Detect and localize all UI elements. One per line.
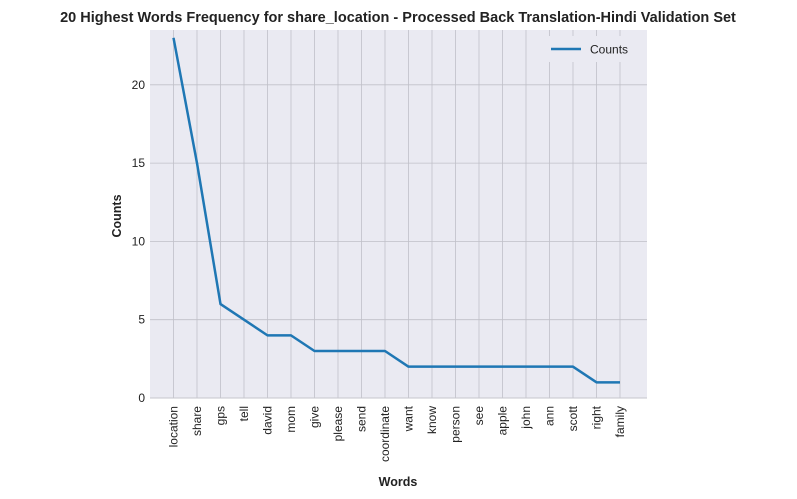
tick-labels: location share gps tell david mom give please se… — [132, 78, 627, 462]
y-tick-label: 0 — [138, 391, 145, 405]
x-tick-label: know — [425, 406, 439, 434]
x-tick-label: person — [449, 406, 463, 443]
x-tick-label: coordinate — [378, 406, 392, 462]
x-tick-label: want — [402, 405, 416, 432]
y-tick-label: 10 — [132, 234, 146, 248]
series-layer — [172, 37, 620, 384]
x-tick-label: send — [355, 406, 369, 432]
x-tick-label: right — [590, 405, 604, 429]
x-tick-label: mom — [284, 406, 298, 433]
x-tick-label: apple — [496, 406, 510, 436]
x-tick-label: location — [167, 406, 181, 447]
x-tick-label: tell — [237, 406, 251, 421]
x-tick-label: ann — [543, 406, 557, 426]
x-tick-label: scott — [566, 405, 580, 431]
y-tick-label: 20 — [132, 78, 146, 92]
x-tick-label: gps — [214, 406, 228, 425]
plot-area — [150, 30, 647, 398]
y-axis-label: Counts — [110, 194, 124, 237]
series-line-counts — [172, 37, 620, 384]
y-tick-label: 5 — [138, 313, 145, 327]
x-tick-label: share — [190, 406, 204, 436]
chart-title: 20 Highest Words Frequency for share_loc… — [60, 10, 736, 26]
x-tick-label: john — [519, 406, 533, 430]
y-tick-label: 15 — [132, 156, 146, 170]
x-tick-label: please — [331, 406, 345, 442]
x-axis-label: Words — [379, 475, 418, 489]
x-tick-label: david — [261, 406, 275, 435]
grid-lines — [150, 30, 647, 398]
legend: Counts — [542, 36, 640, 62]
x-tick-label: see — [472, 406, 486, 426]
x-tick-label: give — [308, 406, 322, 428]
x-tick-label: family — [613, 406, 627, 437]
legend-label-counts: Counts — [590, 43, 628, 57]
